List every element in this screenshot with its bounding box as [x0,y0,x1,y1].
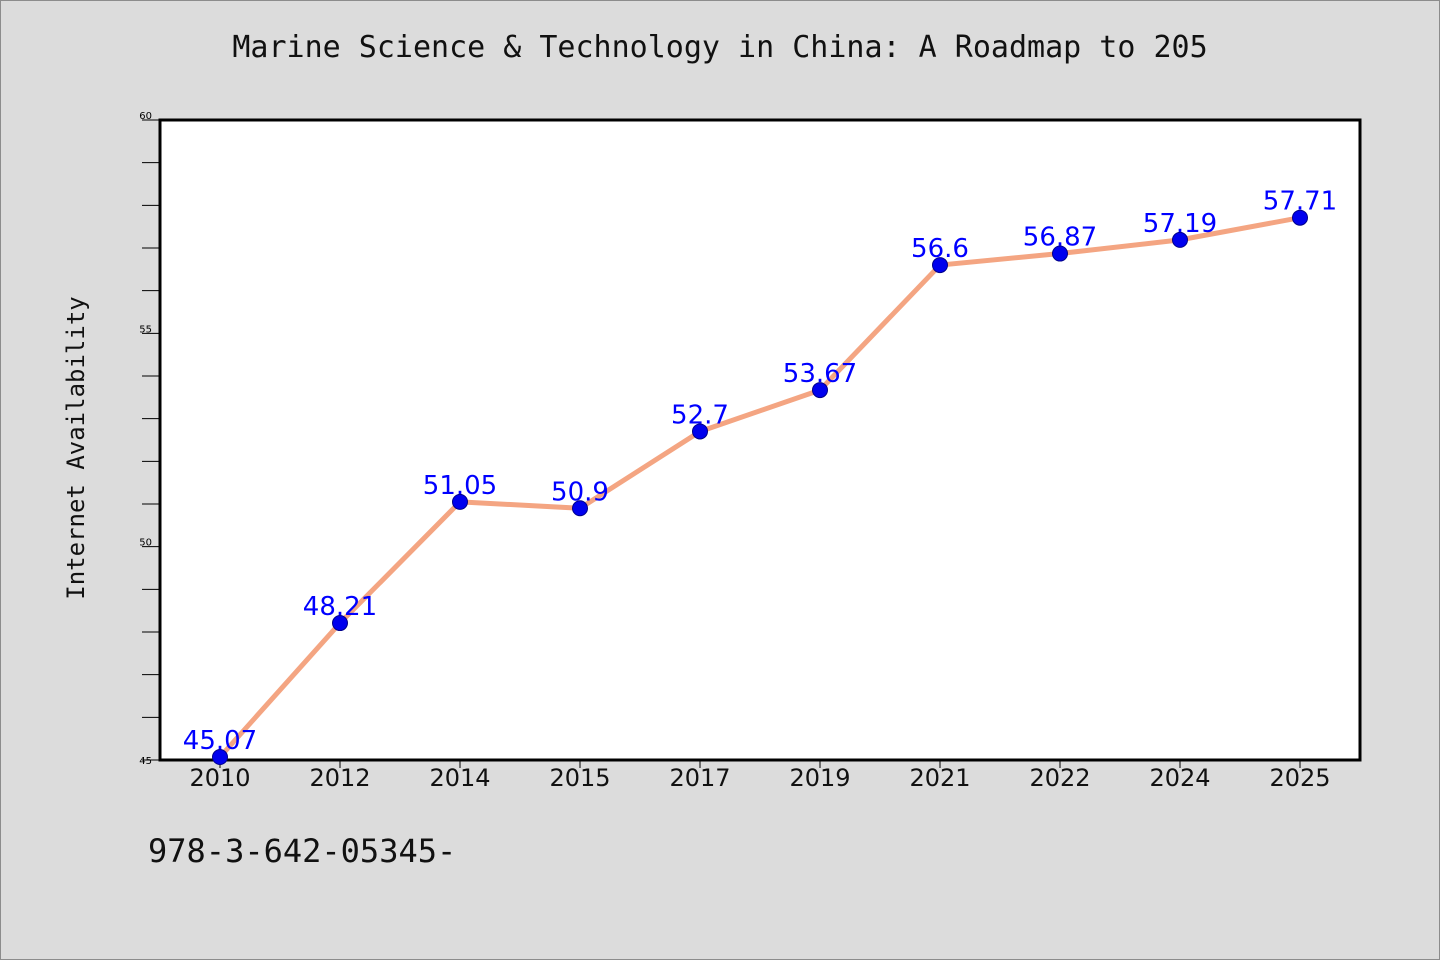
x-tick-label: 2024 [1149,764,1210,792]
data-point-marker [932,257,948,274]
data-label: 52.7 [671,400,729,430]
x-tick-label: 2014 [429,764,490,792]
data-label: 56.6 [911,234,969,264]
footer-isbn-text: 978-3-642-05345- [148,832,457,870]
series-line [217,215,1303,760]
data-point-marker [452,493,468,510]
chart-title: Marine Science & Technology in China: A … [232,30,1208,65]
x-tick-label: 2012 [309,764,370,792]
data-point-marker [1292,209,1308,226]
data-point-marker [1052,245,1068,262]
y-tick-label: 50 [139,538,152,549]
x-tick-label: 2017 [669,764,730,792]
data-label: 51.05 [423,471,497,501]
y-tick-label: 55 [139,324,152,335]
x-tick-label: 2010 [189,764,250,792]
data-point-marker [692,423,708,440]
data-point-marker [212,749,228,766]
data-label: 57.71 [1263,187,1337,217]
y-tick-label: 60 [139,111,152,122]
data-point-marker [572,500,588,517]
data-label: 50.9 [551,477,609,507]
data-label: 56.87 [1023,223,1097,253]
x-tick-label: 2021 [909,764,970,792]
data-label: 53.67 [783,359,857,389]
y-tick-label: 45 [139,756,152,767]
data-label: 48.21 [303,592,377,622]
data-point-marker [332,615,348,632]
data-label: 45.07 [183,726,257,756]
x-tick-label: 2019 [789,764,850,792]
x-tick-label: 2022 [1029,764,1090,792]
data-point-marker [1172,231,1188,248]
x-tick-label: 2015 [549,764,610,792]
data-label: 57.19 [1143,209,1217,239]
data-point-marker [812,382,828,399]
x-tick-label: 2025 [1269,764,1330,792]
plot-frame [158,118,1362,762]
plot-area [160,120,1360,760]
